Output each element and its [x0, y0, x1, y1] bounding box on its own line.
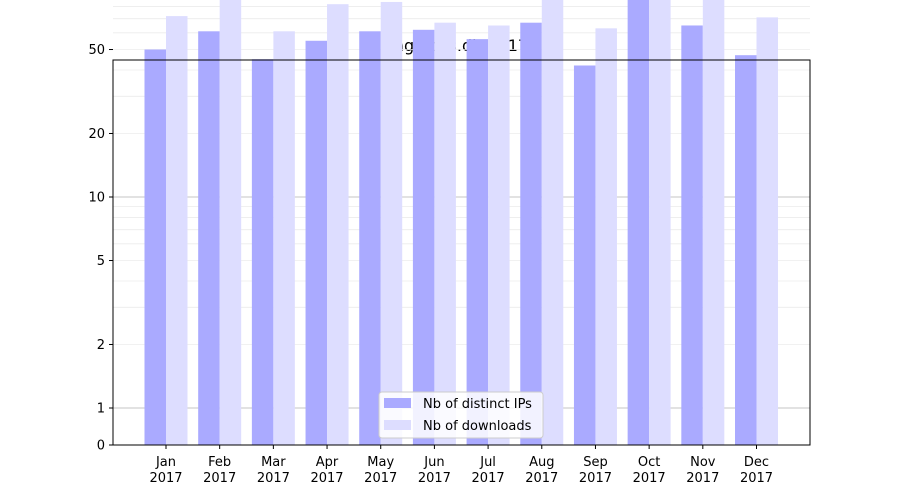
legend-swatch-distinct-ips	[384, 398, 411, 408]
bar-distinct-ips	[305, 40, 328, 445]
bar-distinct-ips	[627, 0, 650, 445]
x-tick-label-year: 2017	[257, 471, 290, 486]
x-tick-label-month: Jul	[479, 455, 496, 470]
x-tick-label-month: Sep	[583, 455, 608, 470]
legend-frame	[378, 391, 544, 439]
bar-downloads	[541, 0, 564, 445]
y-tick-label: 50	[88, 43, 105, 58]
y-tick-label: 10	[88, 191, 105, 206]
x-tick-label-month: Nov	[690, 455, 716, 470]
bar-downloads	[273, 31, 295, 445]
bar-downloads	[649, 0, 671, 445]
y-tick-label: 1	[97, 402, 105, 417]
bars	[144, 0, 778, 446]
x-axis: Jan2017Feb2017Mar2017Apr2017May2017Jun20…	[149, 445, 773, 486]
y-tick-label: 20	[88, 127, 105, 142]
bar-distinct-ips	[198, 31, 220, 445]
x-tick-label-month: Apr	[316, 455, 339, 470]
x-tick-label-year: 2017	[579, 471, 612, 486]
bar-distinct-ips	[681, 25, 703, 445]
x-tick-label-month: Aug	[529, 455, 554, 470]
x-tick-label-year: 2017	[686, 471, 719, 486]
x-tick-label-month: Dec	[744, 455, 769, 470]
x-tick-label-year: 2017	[364, 471, 397, 486]
x-tick-label-month: May	[367, 455, 394, 470]
y-axis: 01251020501002005001000	[88, 43, 113, 454]
bar-downloads	[166, 16, 188, 445]
legend-swatch-downloads	[384, 420, 411, 430]
bar-distinct-ips	[412, 29, 435, 445]
x-tick-label-month: Jan	[155, 455, 176, 470]
bar-distinct-ips	[573, 65, 596, 446]
x-tick-label-year: 2017	[149, 471, 182, 486]
y-tick-label: 2	[97, 338, 105, 353]
bar-downloads	[219, 0, 242, 445]
bar-distinct-ips	[251, 59, 274, 446]
x-tick-label-month: Jun	[423, 455, 444, 470]
bar-distinct-ips	[520, 22, 542, 446]
legend-label-distinct-ips: Nb of distinct IPs	[423, 397, 532, 412]
x-tick-label-month: Feb	[208, 455, 231, 470]
legend: Nb of distinct IPs Nb of downloads	[378, 391, 544, 439]
x-tick-label-year: 2017	[740, 471, 773, 486]
bar-distinct-ips	[735, 55, 757, 446]
bar-downloads	[327, 4, 349, 446]
bar-downloads	[488, 25, 510, 445]
x-tick-label-month: Mar	[261, 455, 286, 470]
bar-downloads	[380, 1, 403, 445]
bar-distinct-ips	[359, 31, 381, 445]
y-tick-label: 0	[97, 439, 105, 454]
bar-distinct-ips	[466, 39, 489, 446]
x-tick-label-year: 2017	[203, 471, 236, 486]
plot-frame	[112, 59, 811, 446]
x-tick-label-year: 2017	[472, 471, 505, 486]
bar-downloads	[434, 22, 456, 446]
y-tick-label: 5	[97, 254, 105, 269]
bar-downloads	[595, 28, 617, 446]
x-tick-label-year: 2017	[418, 471, 451, 486]
x-tick-label-year: 2017	[525, 471, 558, 486]
legend-label-downloads: Nb of downloads	[423, 419, 532, 434]
bar-distinct-ips	[144, 49, 166, 445]
bar-downloads	[702, 0, 725, 446]
x-tick-label-month: Oct	[638, 455, 660, 470]
x-tick-label-year: 2017	[310, 471, 343, 486]
bar-downloads	[756, 17, 778, 445]
x-tick-label-year: 2017	[633, 471, 666, 486]
